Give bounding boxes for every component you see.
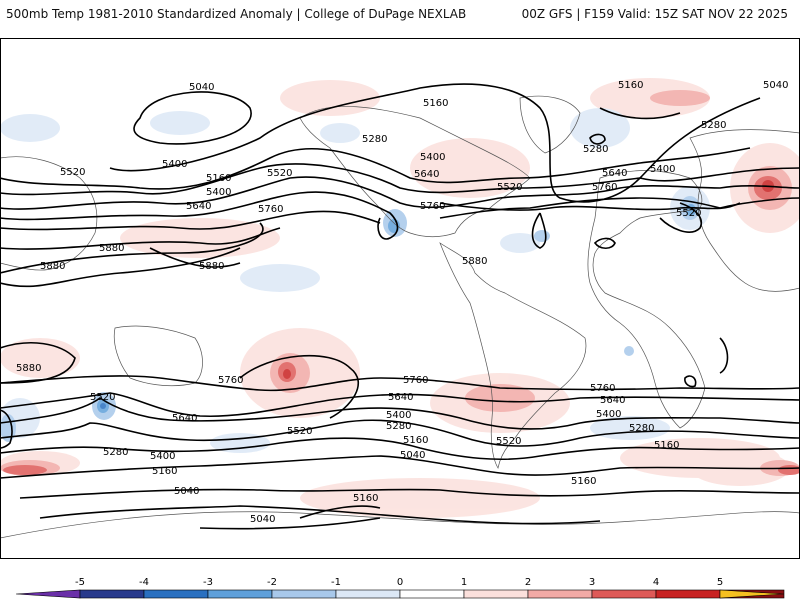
contour-label: 5280	[386, 421, 411, 432]
contour-label: 5400	[386, 410, 411, 421]
colorbar-swatch	[335, 589, 401, 599]
colorbar-swatch	[143, 589, 209, 599]
colorbar-swatch	[15, 589, 81, 599]
contour-label: 5280	[583, 144, 608, 155]
contour-label: 5160	[403, 435, 428, 446]
colorbar-tick-label: -3	[203, 577, 213, 588]
contour-label: 5160	[654, 440, 679, 451]
colorbar-swatch	[463, 589, 529, 599]
contour-label: 5280	[362, 134, 387, 145]
colorbar-tick-label: 2	[525, 577, 531, 588]
contour-label: 5760	[403, 375, 428, 386]
colorbar-swatch	[591, 589, 657, 599]
contour-label: 5040	[189, 82, 214, 93]
contour-label: 5760	[590, 383, 615, 394]
contour-label: 5040	[250, 514, 275, 525]
map-title: 500mb Temp 1981-2010 Standardized Anomal…	[6, 7, 467, 21]
contour-label: 5640	[414, 169, 439, 180]
contour-label: 5280	[629, 423, 654, 434]
contour-label: 5640	[388, 392, 413, 403]
contour-label: 5520	[497, 182, 522, 193]
contour-label: 5400	[162, 159, 187, 170]
colorbar-tick-label: 0	[397, 577, 403, 588]
colorbar-tick-label: 3	[589, 577, 595, 588]
model-run-info: 00Z GFS | F159 Valid: 15Z SAT NOV 22 202…	[521, 7, 788, 21]
colorbar-tick-label: -1	[331, 577, 341, 588]
contour-label: 5520	[496, 436, 521, 447]
colorbar-tick-label: -5	[75, 577, 85, 588]
contour-label: 5520	[267, 168, 292, 179]
contour-label: 5880	[462, 256, 487, 267]
contour-label: 5880	[199, 261, 224, 272]
colorbar-labels: -5 -4 -3 -2 -1 0 1 2 3 4 5	[75, 577, 723, 588]
contour-label: 5400	[420, 152, 445, 163]
colorbar-tick-label: 4	[653, 577, 659, 588]
contour-label: 5880	[16, 363, 41, 374]
contour-label: 5520	[90, 392, 115, 403]
contour-label: 5520	[287, 426, 312, 437]
height-contours	[0, 83, 800, 530]
colorbar-tick-label: 5	[717, 577, 723, 588]
contour-label: 5760	[420, 201, 445, 212]
contour-label: 5040	[400, 450, 425, 461]
colorbar-swatches	[15, 589, 785, 599]
colorbar-swatch	[655, 589, 721, 599]
contour-label: 5640	[600, 395, 625, 406]
contour-label: 5640	[186, 201, 211, 212]
colorbar: -5 -4 -3 -2 -1 0 1 2 3 4 5	[15, 577, 785, 599]
colorbar-swatch	[719, 589, 785, 599]
colorbar-swatch	[79, 589, 145, 599]
contour-label: 5640	[172, 413, 197, 424]
colorbar-tick-label: 1	[461, 577, 467, 588]
contour-label: 5160	[423, 98, 448, 109]
colorbar-swatch	[271, 589, 337, 599]
contour-label: 5520	[676, 208, 701, 219]
contour-label: 5760	[592, 182, 617, 193]
colorbar-tick-label: -2	[267, 577, 277, 588]
colorbar-swatch	[207, 589, 273, 599]
colorbar-tick-label: -4	[139, 577, 149, 588]
contour-label: 5160	[152, 466, 177, 477]
contour-label: 5760	[258, 204, 283, 215]
contour-label: 5040	[763, 80, 788, 91]
contour-label: 5880	[99, 243, 124, 254]
contour-label: 5400	[150, 451, 175, 462]
contour-label: 5040	[174, 486, 199, 497]
contour-label: 5160	[571, 476, 596, 487]
contour-label: 5160	[206, 173, 231, 184]
contour-label: 5280	[701, 120, 726, 131]
contour-label: 5640	[602, 168, 627, 179]
contour-label: 5400	[650, 164, 675, 175]
colorbar-swatch	[527, 589, 593, 599]
anomaly-map: 5040 5160 5040 5280 5160 5280 5400 5520 …	[0, 38, 800, 559]
contour-label: 5880	[40, 261, 65, 272]
header-bar: 500mb Temp 1981-2010 Standardized Anomal…	[0, 0, 800, 30]
contour-label: 5760	[218, 375, 243, 386]
contour-label: 5160	[353, 493, 378, 504]
contour-label: 5520	[60, 167, 85, 178]
contour-label: 5400	[596, 409, 621, 420]
colorbar-swatch	[399, 589, 465, 599]
contour-label: 5280	[103, 447, 128, 458]
contour-label: 5400	[206, 187, 231, 198]
contour-labels: 5040 5160 5040 5280 5160 5280 5400 5520 …	[16, 80, 788, 525]
contour-label: 5160	[618, 80, 643, 91]
